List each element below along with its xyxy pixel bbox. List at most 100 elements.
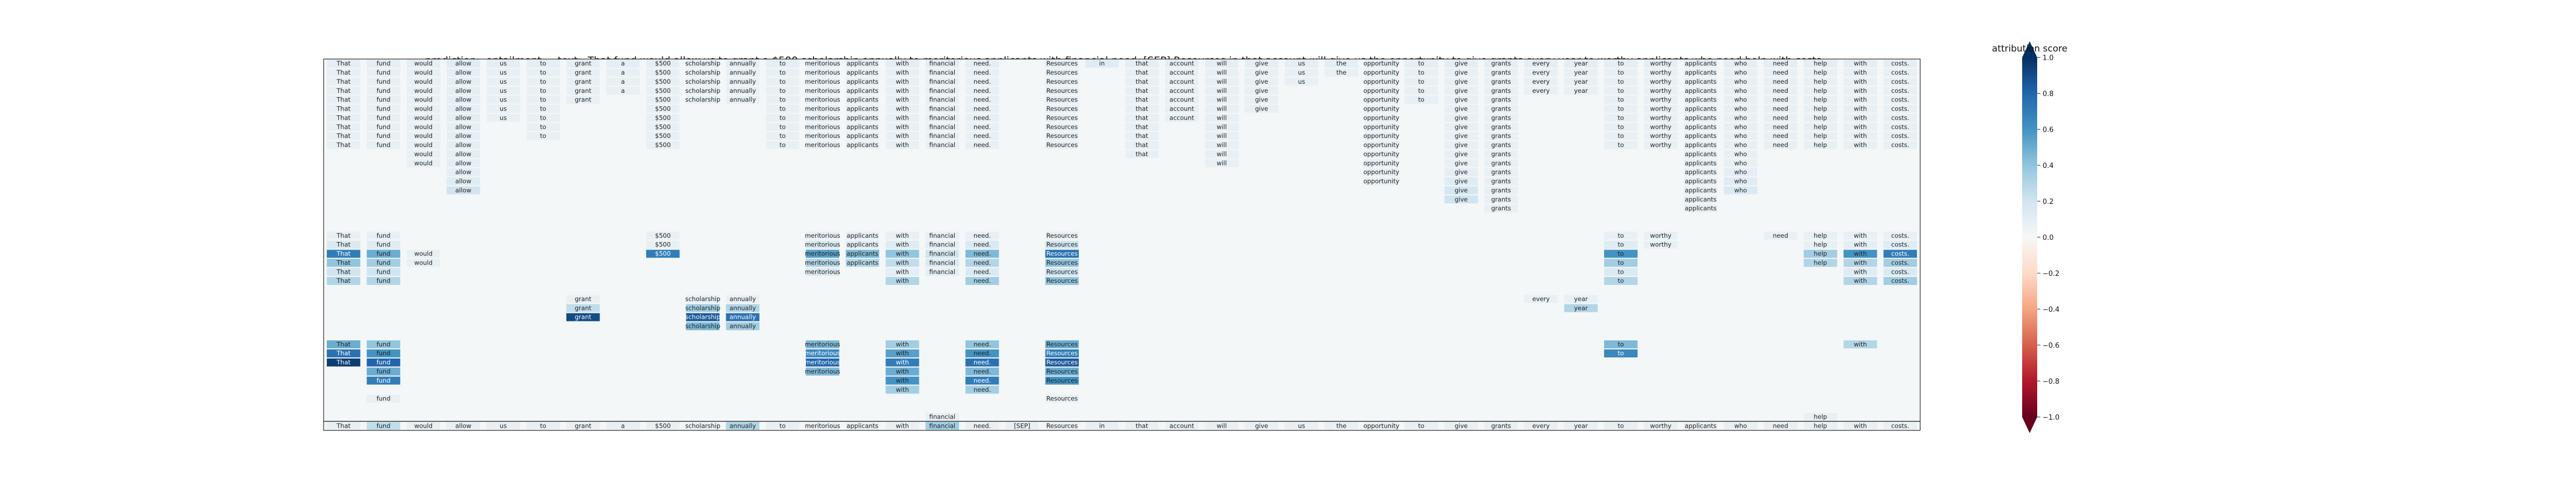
attribution-cell — [885, 259, 919, 267]
attribution-cell — [1724, 77, 1758, 86]
token-label: costs. — [1891, 96, 1909, 104]
attribution-cell — [806, 231, 839, 240]
token-label: costs. — [1891, 60, 1909, 67]
token-label: with — [896, 78, 909, 85]
token-label: to — [780, 69, 786, 76]
token-label: the — [1336, 69, 1346, 76]
attribution-cell — [885, 376, 919, 385]
token-label: That — [336, 259, 350, 266]
attribution-cell — [1205, 105, 1239, 113]
token-label: annually — [729, 78, 756, 85]
attribution-cell — [1444, 150, 1478, 158]
attribution-cell — [1843, 77, 1877, 86]
token-label: help — [1814, 96, 1827, 104]
attribution-cell — [1763, 132, 1797, 140]
attribution-cell — [766, 96, 800, 104]
token-label: help — [1814, 78, 1827, 85]
attribution-cell — [766, 422, 800, 430]
token-label: a — [621, 69, 625, 76]
token-label: give — [1255, 422, 1268, 429]
attribution-cell — [766, 141, 800, 149]
attribution-cell — [406, 159, 441, 167]
token-label: Resources — [1046, 132, 1078, 140]
attribution-cell — [327, 132, 361, 140]
token-label: worthy — [1650, 60, 1672, 67]
attribution-cell — [646, 250, 680, 258]
token-label: to — [1418, 60, 1425, 67]
attribution-cell — [406, 68, 441, 77]
heatmap-row: allow opportunity give grants applicants who — [447, 177, 1758, 186]
token-label: help — [1814, 413, 1827, 420]
attribution-cell — [1883, 96, 1917, 104]
token-label: costs. — [1891, 141, 1909, 149]
attribution-cell — [726, 313, 760, 321]
attribution-cell — [566, 96, 600, 104]
attribution-cell — [806, 68, 839, 77]
heatmap-row: grant scholarship annually — [566, 313, 760, 321]
token-label: account — [1169, 78, 1194, 85]
token-label: with — [896, 340, 909, 348]
token-label: Resources — [1046, 114, 1078, 121]
attribution-cell — [1045, 268, 1079, 276]
token-label: to — [1418, 87, 1425, 94]
attribution-cell — [1843, 422, 1877, 430]
heatmap-row: allow opportunity give grants applicants who — [447, 168, 1758, 177]
token-label: financial — [929, 232, 955, 239]
attribution-cell — [1045, 114, 1079, 122]
token-label: account — [1169, 87, 1194, 94]
attribution-cell — [885, 231, 919, 240]
token-label: with — [896, 60, 909, 67]
attribution-cell — [1604, 240, 1638, 249]
token-label: with — [1854, 78, 1867, 85]
attribution-cell — [367, 96, 400, 104]
token-label: would — [414, 60, 433, 67]
heatmap-row: grant scholarship annually every year — [566, 295, 1598, 303]
token-label: to — [780, 123, 786, 130]
heatmap-row: give grants applicants — [1444, 195, 1718, 204]
attribution-cell — [1883, 105, 1917, 113]
attribution-heatmap: That fund would allow us to grant a $500 scholars… — [323, 58, 1921, 431]
token-label: financial — [929, 69, 955, 76]
attribution-cell — [1843, 259, 1877, 267]
attribution-cell — [406, 422, 441, 430]
attribution-cell — [1245, 60, 1278, 68]
token-label: with — [896, 268, 909, 275]
attribution-cell — [1125, 150, 1159, 158]
attribution-cell — [1644, 105, 1678, 113]
token-label: give — [1454, 123, 1467, 130]
token-label: account — [1169, 422, 1194, 429]
attribution-cell — [845, 86, 880, 95]
token-label: opportunity — [1363, 69, 1399, 76]
token-label: need — [1773, 60, 1788, 67]
attribution-cell — [885, 250, 919, 258]
attribution-cell — [1045, 358, 1079, 367]
attribution-cell — [1125, 96, 1159, 104]
token-label: $500 — [655, 114, 671, 121]
attribution-cell — [1803, 123, 1838, 131]
attribution-cell — [406, 77, 441, 86]
attribution-cell — [1364, 168, 1399, 177]
token-label: need. — [974, 241, 991, 248]
token-label: meritorious — [805, 78, 840, 85]
token-label: to — [780, 114, 786, 121]
attribution-cell — [327, 141, 361, 149]
attribution-cell — [1644, 240, 1678, 249]
attribution-cell — [406, 150, 441, 158]
attribution-cell — [327, 358, 361, 367]
token-label: will — [1217, 422, 1227, 429]
token-label: every — [1532, 60, 1550, 67]
attribution-cell — [327, 231, 361, 240]
attribution-cell — [806, 86, 839, 95]
attribution-cell — [806, 259, 839, 267]
attribution-cell — [1803, 105, 1838, 113]
attribution-cell — [885, 349, 919, 357]
token-label: applicants — [1685, 169, 1716, 176]
token-label: That — [336, 105, 350, 113]
attribution-cell — [447, 96, 480, 104]
attribution-cell — [885, 141, 919, 149]
token-label: Resources — [1046, 105, 1078, 113]
token-label: meritorious — [805, 123, 840, 130]
token-label: every — [1532, 87, 1550, 94]
attribution-cell — [1763, 96, 1797, 104]
colorbar-tick-label: 0.2 — [2043, 198, 2054, 206]
